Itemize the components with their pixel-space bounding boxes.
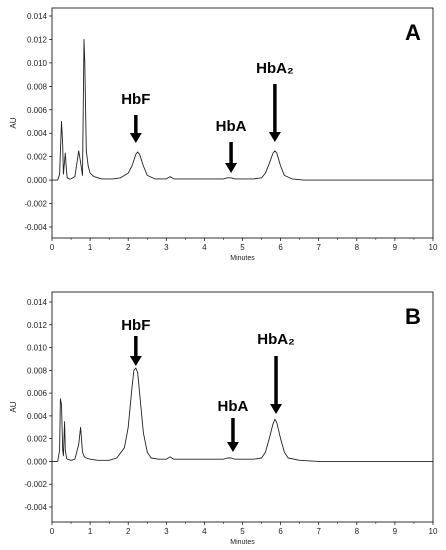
peak-label: HbF xyxy=(121,317,150,334)
peak-arrow-head xyxy=(129,133,142,143)
x-tick-label: 8 xyxy=(355,243,360,252)
y-tick-label: -0.002 xyxy=(24,480,47,489)
peak-label: HbA₂ xyxy=(257,331,295,348)
peak-arrow-head xyxy=(268,132,281,142)
chromatogram-trace xyxy=(52,38,433,181)
x-tick-label: 10 xyxy=(429,527,438,536)
x-tick-label: 5 xyxy=(240,243,245,252)
x-tick-label: 9 xyxy=(393,527,398,536)
y-tick-label: 0.000 xyxy=(27,457,48,466)
panel-label: B xyxy=(405,304,421,329)
x-tick-label: 4 xyxy=(202,527,207,536)
x-tick-label: 6 xyxy=(278,527,283,536)
peak-label: HbA xyxy=(218,398,249,415)
y-tick-label: 0.014 xyxy=(27,298,48,307)
y-tick-label: -0.004 xyxy=(24,223,47,232)
peak-label: HbA xyxy=(216,118,247,135)
peak-arrow-head xyxy=(270,404,283,414)
peak-arrow-head xyxy=(129,356,142,366)
y-tick-label: 0.006 xyxy=(27,389,48,398)
y-axis-label: AU xyxy=(9,401,18,412)
chromatogram-trace xyxy=(52,367,433,462)
y-tick-label: 0.000 xyxy=(27,176,48,185)
x-axis-label: Minutes xyxy=(230,255,255,262)
x-tick-label: 0 xyxy=(50,527,55,536)
y-tick-label: -0.002 xyxy=(24,200,47,209)
x-tick-label: 10 xyxy=(429,243,438,252)
x-tick-label: 3 xyxy=(164,243,169,252)
y-tick-label: 0.014 xyxy=(27,12,48,21)
chromatogram-panel-a: 0.014 0.012 0.010 0.008 0.006 0.004 0.002 0.000… xyxy=(9,7,438,262)
y-tick-label: 0.010 xyxy=(27,344,48,353)
x-tick-label: 9 xyxy=(393,243,398,252)
x-tick-label: 2 xyxy=(126,243,131,252)
y-tick-label: 0.002 xyxy=(27,153,48,162)
y-tick-label: 0.010 xyxy=(27,59,48,68)
x-tick-label: 8 xyxy=(355,527,360,536)
y-tick-label: 0.004 xyxy=(27,412,48,421)
x-tick-label: 2 xyxy=(126,527,131,536)
y-tick-label: 0.008 xyxy=(27,366,48,375)
x-tick-label: 5 xyxy=(240,527,245,536)
x-tick-label: 3 xyxy=(164,527,169,536)
y-tick-label: 0.002 xyxy=(27,435,48,444)
x-tick-label: 7 xyxy=(316,527,321,536)
x-tick-label: 4 xyxy=(202,243,207,252)
y-axis-label: AU xyxy=(9,117,18,128)
y-tick-label: -0.004 xyxy=(24,503,47,512)
y-tick-label: 0.012 xyxy=(27,321,48,330)
peak-label: HbF xyxy=(121,91,150,108)
x-tick-label: 6 xyxy=(278,243,283,252)
y-tick-label: 0.012 xyxy=(27,35,48,44)
peak-arrow-head xyxy=(226,442,239,452)
peak-arrow-head xyxy=(225,163,238,173)
y-tick-label: 0.006 xyxy=(27,106,48,115)
y-tick-label: 0.008 xyxy=(27,82,48,91)
x-tick-label: 1 xyxy=(88,527,93,536)
y-tick-label: 0.004 xyxy=(27,129,48,138)
panel-label: A xyxy=(405,20,421,45)
peak-label: HbA₂ xyxy=(256,60,294,77)
x-axis-label: Minutes xyxy=(230,539,255,546)
x-tick-label: 7 xyxy=(316,243,321,252)
x-tick-label: 0 xyxy=(50,243,55,252)
x-tick-label: 1 xyxy=(88,243,93,252)
chromatogram-panel-b: 0.014 0.012 0.010 0.008 0.006 0.004 0.002 0.000… xyxy=(9,291,438,546)
